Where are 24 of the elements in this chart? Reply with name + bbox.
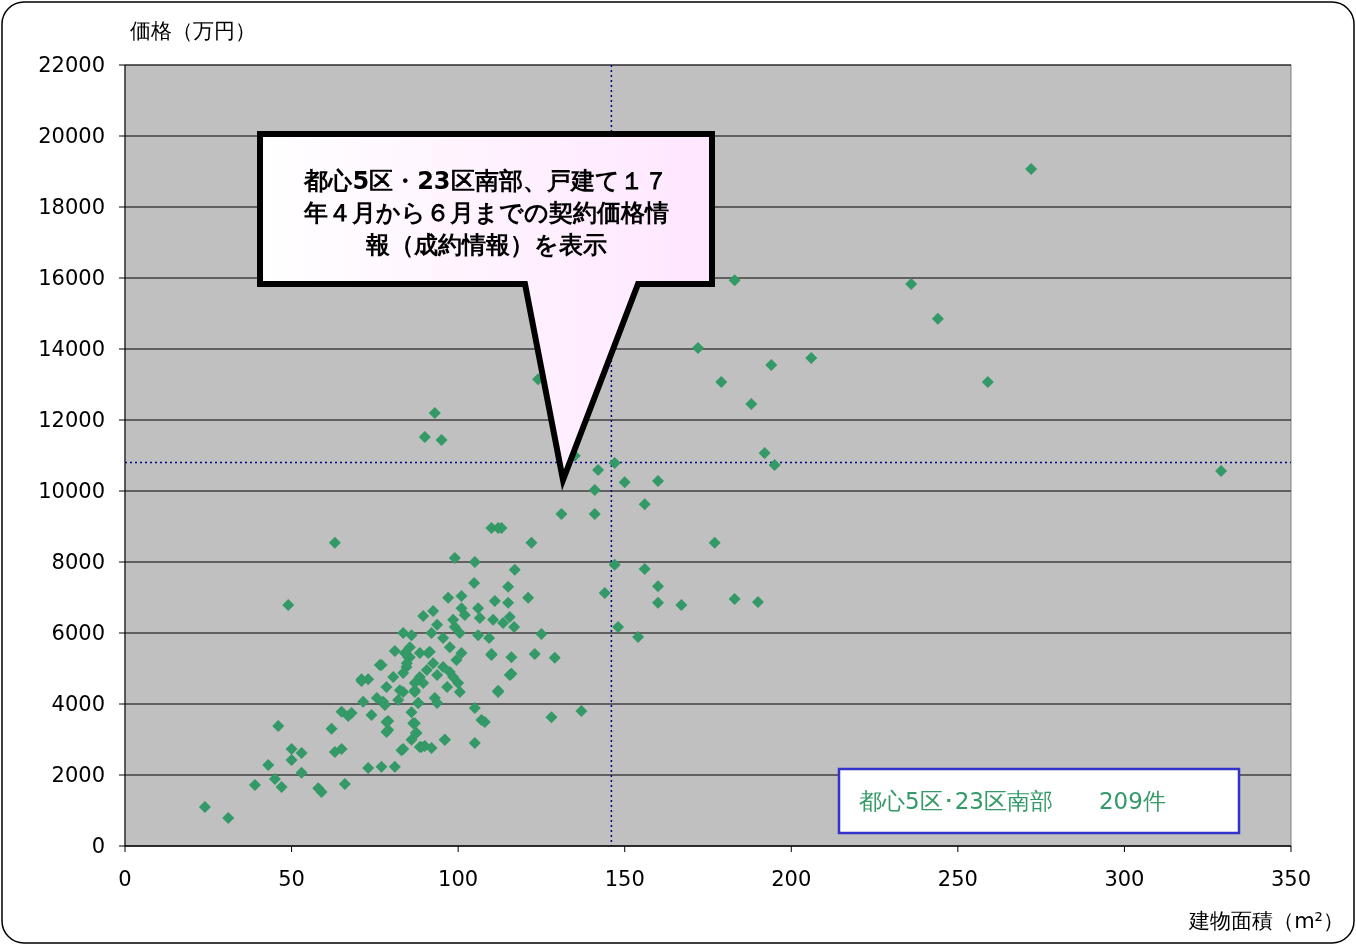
y-tick-label: 18000 [38, 195, 105, 220]
y-tick-label: 10000 [38, 479, 105, 504]
x-tick-label: 50 [278, 867, 305, 891]
x-tick-label: 350 [1270, 867, 1312, 891]
y-tick-label: 14000 [38, 337, 105, 362]
y-tick-label: 0 [91, 834, 105, 859]
y-tick-label: 2000 [51, 763, 105, 788]
y-tick-label: 16000 [38, 266, 105, 291]
x-tick-label: 100 [438, 867, 479, 891]
x-tick-label: 200 [771, 867, 812, 891]
annotation: 都心5区・23区南部、戸建て１７年４月から６月までの契約価格情報（成約情報）を表示 [302, 167, 669, 259]
y-tick-label: 22000 [38, 53, 105, 78]
x-tick-label: 150 [604, 867, 645, 891]
x-tick-label: 250 [937, 867, 978, 891]
x-tick-label: 300 [1104, 867, 1145, 891]
y-tick-label: 4000 [51, 692, 105, 717]
y-axis-title: 価格（万円） [130, 19, 256, 43]
x-axis-title: 建物面積（m²） [1188, 909, 1344, 933]
legend-box: 都心5区･23区南部 209件 [837, 767, 1241, 835]
y-tick-label: 20000 [38, 124, 105, 149]
y-tick-label: 6000 [51, 621, 105, 646]
y-tick-label: 12000 [38, 408, 105, 433]
x-tick-label: 0 [118, 867, 132, 891]
y-tick-label: 8000 [51, 550, 105, 575]
